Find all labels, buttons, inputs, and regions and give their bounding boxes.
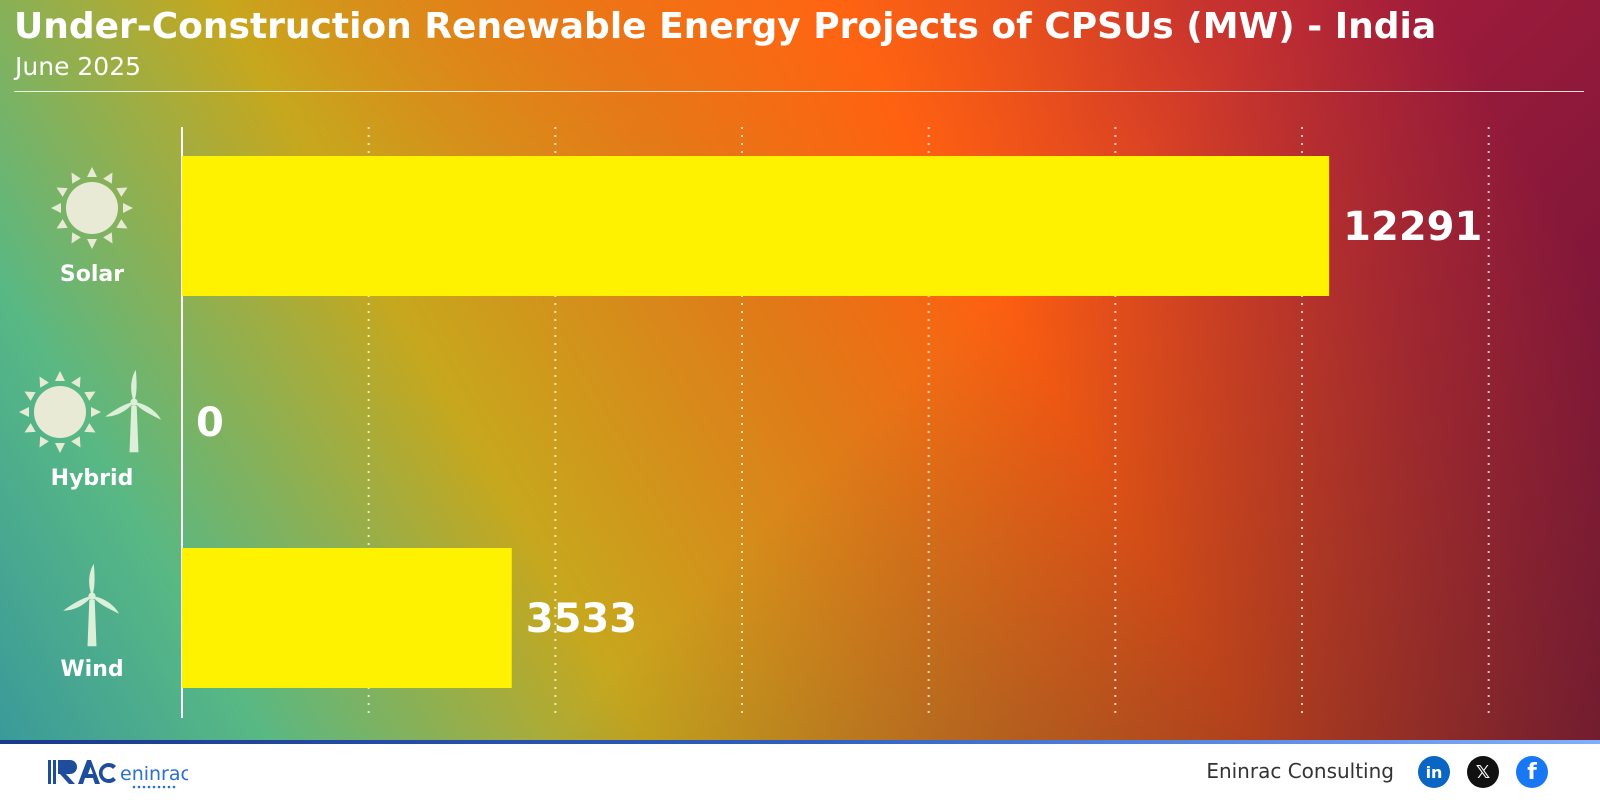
chart-subtitle: June 2025 — [15, 52, 142, 81]
value-labels: 12291 0 3533 — [196, 204, 1482, 642]
footer: eninrac Eninrac Consulting in 𝕏 f — [0, 744, 1600, 800]
sun-icon — [19, 371, 102, 453]
wind-turbine-icon — [62, 563, 122, 647]
category-label-wind: Wind — [60, 657, 123, 682]
title-divider — [14, 91, 1584, 92]
footer-accent-strip — [0, 740, 1600, 744]
category-hybrid: Hybrid — [19, 369, 164, 491]
sun-icon — [51, 167, 133, 249]
linkedin-icon[interactable]: in — [1418, 756, 1450, 788]
value-label-hybrid: 0 — [196, 400, 224, 446]
bar-solar — [182, 156, 1330, 296]
value-label-wind: 3533 — [526, 596, 637, 642]
category-label-solar: Solar — [60, 262, 124, 287]
eninrac-logo: eninrac — [48, 760, 188, 789]
category-solar: Solar — [51, 167, 133, 287]
chart-title: Under-Construction Renewable Energy Proj… — [14, 6, 1437, 47]
x-icon[interactable]: 𝕏 — [1467, 756, 1499, 788]
bar-chart: Solar Hybrid Wind 12291 0 3533 — [19, 156, 1482, 688]
category-label-hybrid: Hybrid — [51, 466, 134, 491]
wind-turbine-icon — [104, 369, 164, 453]
bars — [182, 156, 1330, 688]
logo-text: eninrac — [120, 763, 188, 785]
bar-wind — [182, 548, 512, 688]
facebook-icon[interactable]: f — [1516, 756, 1548, 788]
category-wind: Wind — [60, 563, 124, 682]
brand-name: Eninrac Consulting — [1206, 759, 1394, 783]
value-label-solar: 12291 — [1343, 204, 1482, 250]
